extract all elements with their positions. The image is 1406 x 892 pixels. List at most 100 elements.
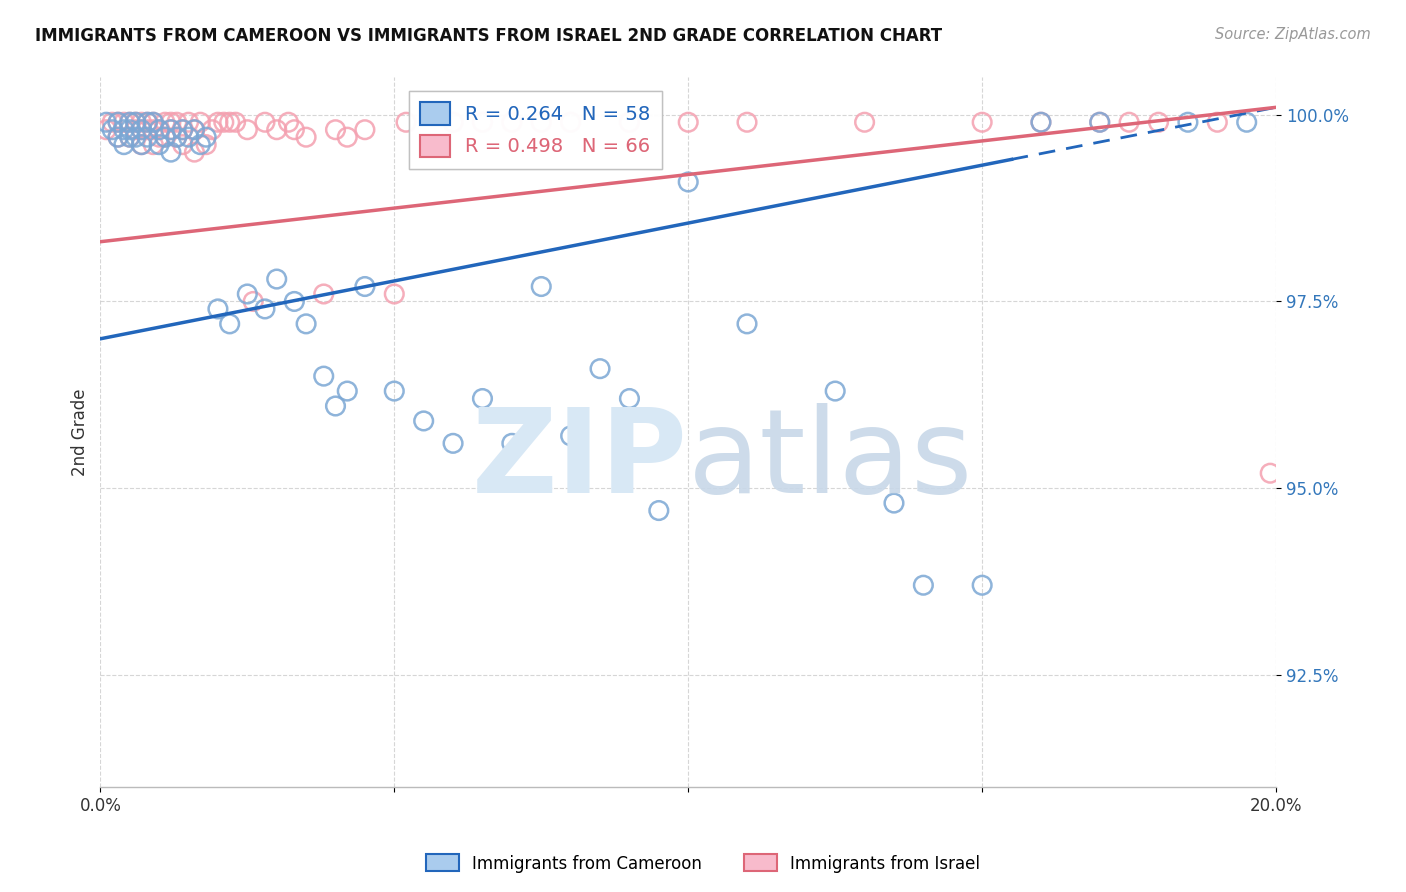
Point: [266, 122, 288, 136]
Point: [177, 130, 200, 145]
Text: ZIP: ZIP: [472, 403, 688, 518]
Point: [648, 503, 671, 517]
Point: [136, 130, 159, 145]
Point: [312, 287, 335, 301]
Point: [124, 122, 146, 136]
Point: [735, 317, 758, 331]
Point: [295, 317, 318, 331]
Point: [131, 122, 153, 136]
Point: [101, 122, 124, 136]
Point: [172, 137, 194, 152]
Point: [253, 115, 276, 129]
Point: [188, 137, 211, 152]
Y-axis label: 2nd Grade: 2nd Grade: [72, 388, 89, 476]
Point: [336, 384, 359, 398]
Point: [471, 392, 494, 406]
Point: [883, 496, 905, 510]
Point: [735, 115, 758, 129]
Point: [118, 122, 141, 136]
Point: [972, 578, 994, 592]
Point: [136, 115, 159, 129]
Point: [589, 361, 612, 376]
Point: [207, 115, 229, 129]
Point: [201, 122, 224, 136]
Point: [266, 272, 288, 286]
Point: [148, 122, 170, 136]
Point: [325, 399, 347, 413]
Legend: R = 0.264   N = 58, R = 0.498   N = 66: R = 0.264 N = 58, R = 0.498 N = 66: [409, 91, 662, 169]
Point: [1029, 115, 1052, 129]
Text: Source: ZipAtlas.com: Source: ZipAtlas.com: [1215, 27, 1371, 42]
Point: [560, 429, 582, 443]
Point: [160, 122, 183, 136]
Point: [195, 137, 218, 152]
Point: [195, 130, 218, 145]
Point: [124, 115, 146, 129]
Point: [112, 122, 135, 136]
Point: [1236, 115, 1258, 129]
Point: [236, 287, 259, 301]
Point: [183, 145, 205, 160]
Point: [148, 122, 170, 136]
Point: [107, 130, 129, 145]
Point: [1088, 115, 1111, 129]
Point: [101, 115, 124, 129]
Point: [131, 137, 153, 152]
Point: [501, 115, 523, 129]
Point: [124, 115, 146, 129]
Point: [112, 137, 135, 152]
Point: [96, 122, 118, 136]
Point: [166, 130, 188, 145]
Point: [118, 130, 141, 145]
Point: [160, 145, 183, 160]
Point: [441, 436, 464, 450]
Point: [530, 279, 553, 293]
Point: [172, 122, 194, 136]
Point: [824, 384, 846, 398]
Point: [136, 122, 159, 136]
Point: [1258, 467, 1281, 481]
Point: [166, 130, 188, 145]
Point: [188, 115, 211, 129]
Point: [207, 301, 229, 316]
Legend: Immigrants from Cameroon, Immigrants from Israel: Immigrants from Cameroon, Immigrants fro…: [419, 847, 987, 880]
Point: [277, 115, 299, 129]
Point: [225, 115, 247, 129]
Point: [676, 175, 699, 189]
Point: [501, 436, 523, 450]
Point: [172, 122, 194, 136]
Point: [1206, 115, 1229, 129]
Point: [395, 115, 418, 129]
Point: [530, 115, 553, 129]
Point: [118, 115, 141, 129]
Point: [312, 369, 335, 384]
Point: [142, 122, 165, 136]
Point: [160, 122, 183, 136]
Point: [131, 115, 153, 129]
Point: [972, 115, 994, 129]
Point: [853, 115, 876, 129]
Point: [382, 287, 405, 301]
Point: [142, 115, 165, 129]
Point: [283, 122, 305, 136]
Point: [236, 122, 259, 136]
Point: [560, 115, 582, 129]
Point: [382, 384, 405, 398]
Point: [153, 130, 176, 145]
Point: [676, 115, 699, 129]
Point: [131, 122, 153, 136]
Point: [148, 130, 170, 145]
Point: [1147, 115, 1170, 129]
Point: [142, 137, 165, 152]
Point: [166, 115, 188, 129]
Point: [112, 115, 135, 129]
Point: [325, 122, 347, 136]
Point: [242, 294, 264, 309]
Point: [412, 414, 434, 428]
Point: [283, 294, 305, 309]
Point: [212, 115, 235, 129]
Point: [1029, 115, 1052, 129]
Point: [118, 130, 141, 145]
Point: [153, 130, 176, 145]
Point: [177, 115, 200, 129]
